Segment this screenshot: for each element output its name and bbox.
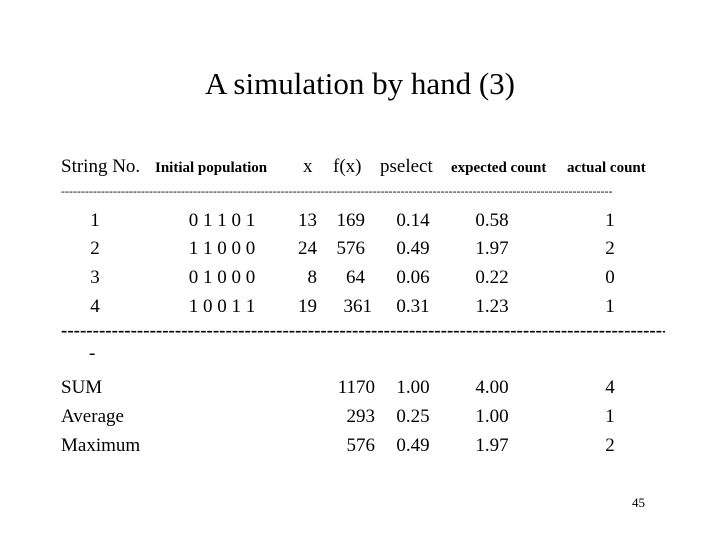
row-pselect: 0.49 [396,238,430,259]
summary-fx: 293 [346,406,376,427]
row-x: 8 [307,267,318,288]
row-actual: 0 [605,267,615,288]
row-actual: 1 [605,210,615,231]
summary-pselect: 0.25 [396,406,430,427]
row-actual: 1 [605,296,615,317]
row-fx: 169 [336,210,366,231]
summary-divider: ----------------------------------------… [61,320,665,341]
row-fx: 361 [343,296,373,317]
row-fx: 576 [336,238,366,259]
row-actual: 2 [605,238,615,259]
summary-divider-tail: - [89,343,96,364]
header-actual-count: actual count [567,160,646,176]
summary-label: SUM [61,377,103,398]
row-fx: 64 [346,267,365,288]
row-expected: 1.23 [475,296,509,317]
row-no: 2 [90,238,100,259]
row-pselect: 0.31 [396,296,430,317]
row-x: 24 [298,238,317,259]
row-no: 4 [90,296,100,317]
row-population: 0 1 0 0 0 [188,267,256,288]
header-x: x [303,156,313,177]
row-no: 1 [90,210,100,231]
row-population: 0 1 1 0 1 [188,210,256,231]
row-population: 1 0 0 1 1 [188,296,256,317]
header-expected-count: expected count [451,160,547,176]
row-expected: 0.22 [475,267,509,288]
header-fx: f(x) [333,156,362,177]
summary-expected: 1.00 [475,406,509,427]
summary-pselect: 1.00 [396,377,430,398]
header-string-no: String No. [61,156,141,177]
summary-fx: 576 [346,435,376,456]
row-x: 13 [298,210,317,231]
slide-title: A simulation by hand (3) [205,66,515,101]
row-population: 1 1 0 0 0 [188,238,256,259]
page-number: 45 [632,495,645,510]
summary-pselect: 0.49 [396,435,430,456]
summary-expected: 4.00 [475,377,509,398]
row-expected: 0.58 [475,210,509,231]
row-pselect: 0.06 [396,267,430,288]
summary-expected: 1.97 [475,435,509,456]
row-pselect: 0.14 [396,210,430,231]
summary-fx: 1170 [337,377,375,398]
summary-actual: 4 [605,377,615,398]
summary-actual: 1 [605,406,615,427]
row-no: 3 [90,267,100,288]
header-pselect: pselect [380,156,433,177]
summary-actual: 2 [605,435,615,456]
header-divider: ----------------------------------------… [61,184,613,198]
row-expected: 1.97 [475,238,509,259]
header-initial-population: Initial population [155,160,268,176]
summary-label: Average [61,406,124,427]
summary-label: Maximum [61,435,141,456]
row-x: 19 [298,296,317,317]
